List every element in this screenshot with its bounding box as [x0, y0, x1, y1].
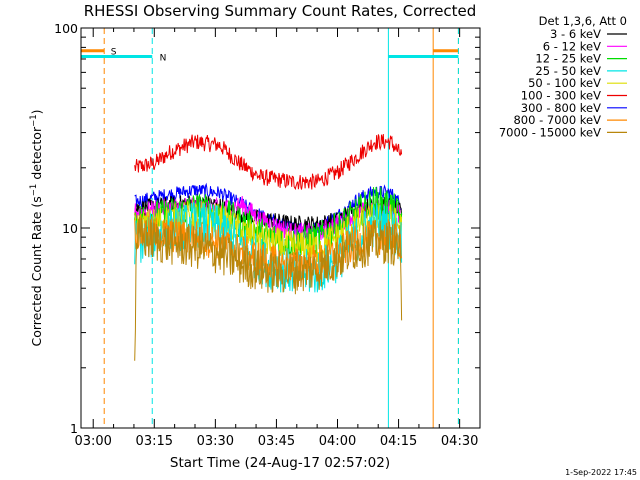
- legend-header: Det 1,3,6, Att 0: [539, 14, 627, 28]
- y-tick-label: 1: [70, 421, 78, 436]
- x-tick-label: 04:30: [441, 434, 478, 449]
- legend-entry-label: 800 - 7000 keV: [513, 113, 601, 127]
- legend-entry-label: 7000 - 15000 keV: [499, 125, 601, 139]
- legend-entry-label: 100 - 300 keV: [521, 89, 601, 103]
- x-tick-label: 04:00: [319, 434, 356, 449]
- legend-entry-label: 12 - 25 keV: [535, 52, 601, 66]
- legend-entry-label: 50 - 100 keV: [528, 76, 601, 90]
- series-line: [134, 216, 403, 361]
- x-tick-label: 03:00: [74, 434, 111, 449]
- legend-entry-label: 3 - 6 keV: [550, 27, 601, 41]
- y-tick-label: 10: [62, 221, 78, 236]
- x-axis-label: Start Time (24-Aug-17 02:57:02): [170, 455, 390, 471]
- x-tick-label: 03:15: [136, 434, 173, 449]
- flag-label: S: [111, 48, 117, 58]
- axis-layer: 1 10 100 03:00 03:15 03:30 03:45 04:00 04:15 04:3…: [54, 21, 481, 449]
- legend-entry-label: 300 - 800 keV: [521, 101, 601, 115]
- series-layer: [134, 133, 403, 361]
- chart-title: RHESSI Observing Summary Count Rates, Co…: [84, 2, 477, 20]
- x-tick-label: 03:30: [197, 434, 234, 449]
- x-tick-label: 03:45: [258, 434, 295, 449]
- y-tick-label: 100: [54, 21, 78, 36]
- x-tick-label: 04:15: [380, 434, 417, 449]
- date-stamp: 1-Sep-2022 17:45: [565, 468, 637, 477]
- flag-label: N: [160, 54, 167, 64]
- legend-entry-label: 25 - 50 keV: [535, 64, 601, 78]
- series-line: [134, 133, 403, 191]
- y-axis-label: Corrected Count Rate (s−1 detector−1): [29, 109, 44, 346]
- legend-entry-label: 6 - 12 keV: [543, 39, 601, 53]
